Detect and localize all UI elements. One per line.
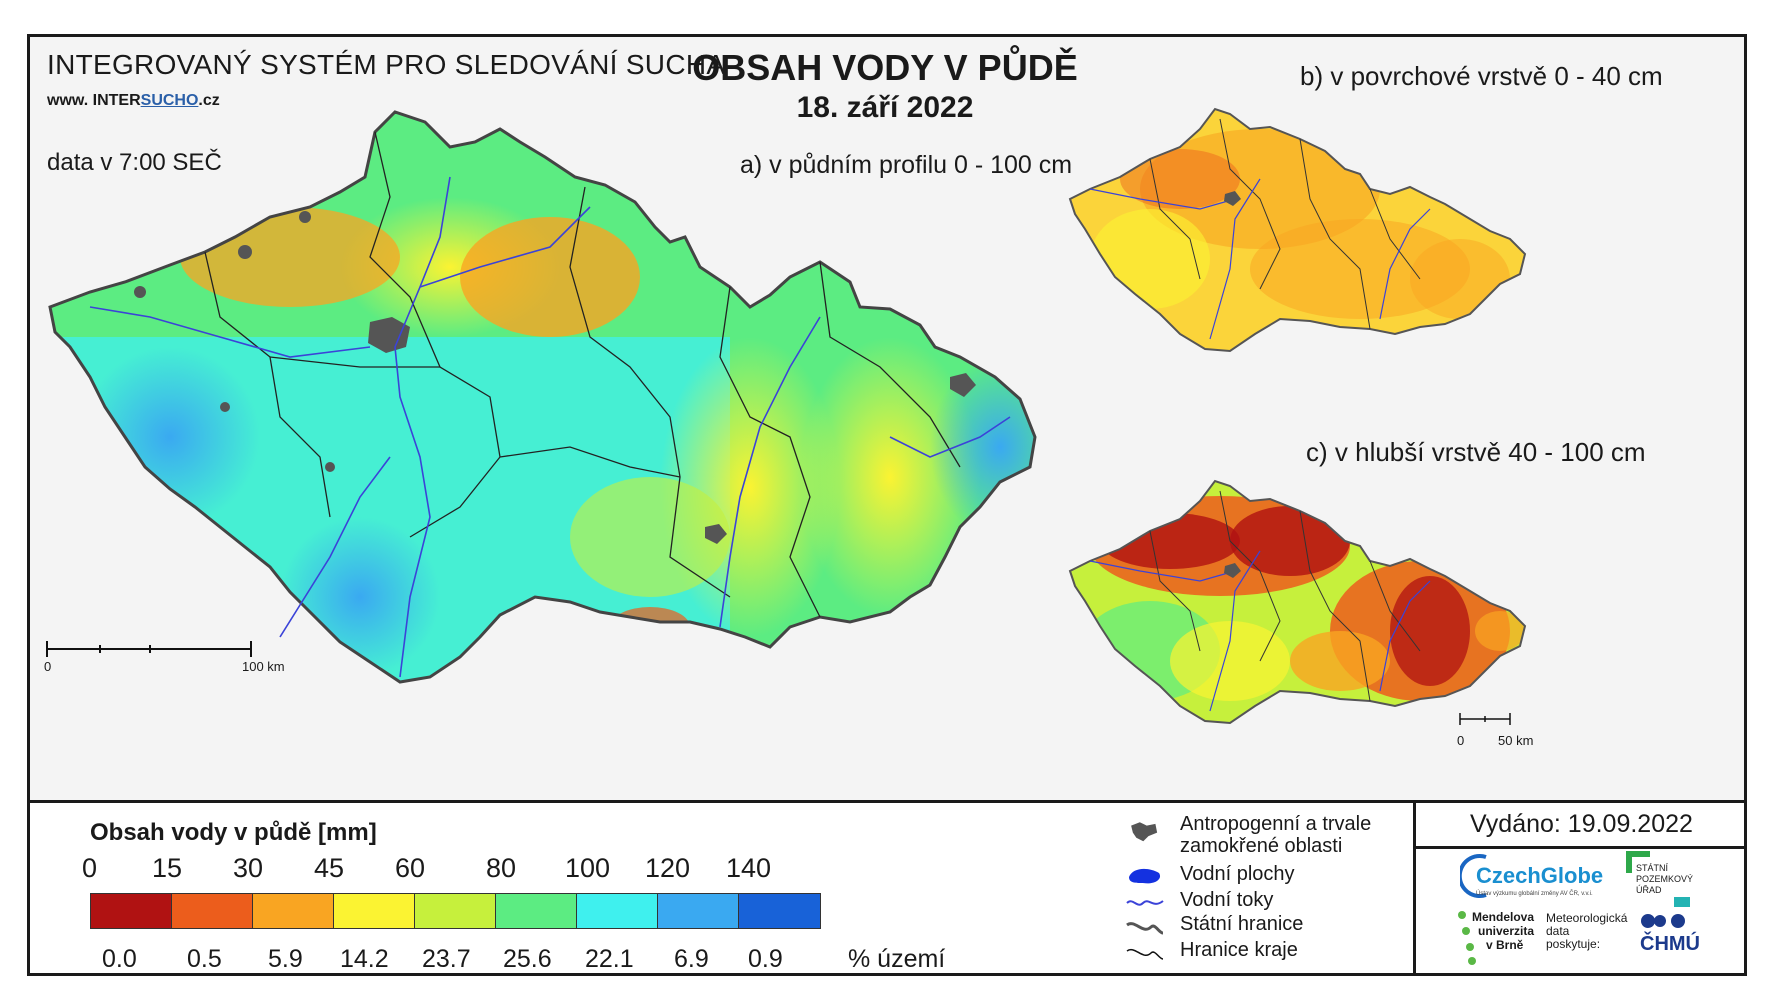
legend-threshold: 15 <box>152 853 183 883</box>
legend-threshold: 60 <box>395 853 426 883</box>
mendel-logo-line2: univerzita <box>1478 924 1535 938</box>
legend-swatch <box>91 894 172 928</box>
website-underline: SUCHO <box>140 92 199 109</box>
meteo-data-line3: poskytuje: <box>1546 937 1601 951</box>
spu-logo-line3: ÚŘAD <box>1636 885 1662 895</box>
legend-swatch <box>658 894 739 928</box>
legend-swatch <box>334 894 415 928</box>
scale-main-start: 0 <box>44 659 52 674</box>
legend-threshold: 120 <box>645 853 691 883</box>
main-date: 18. září 2022 <box>796 91 974 124</box>
legend-percentage: 22.1 <box>585 945 634 973</box>
map-sheet: INTEGROVANÝ SYSTÉM PRO SLEDOVÁNÍ SUCHA w… <box>27 34 1747 976</box>
scale-small-end: 50 km <box>1498 733 1534 748</box>
scale-main-end: 100 km <box>242 659 285 674</box>
legend-percentage: 0.9 <box>748 945 783 973</box>
state-border-icon <box>1126 922 1164 935</box>
issued-box: Vydáno: 19.09.2022 CzechGlobe Ústav výzk… <box>1413 803 1747 973</box>
map-a-full-profile <box>46 110 1037 684</box>
legend-percentage: 14.2 <box>340 945 389 973</box>
mendel-logo-icon <box>1458 911 1476 965</box>
map-b-surface-layer <box>1068 107 1527 353</box>
legend-title: Obsah vody v půdě [mm] <box>90 819 377 846</box>
region-border-icon <box>1126 948 1164 960</box>
scale-bar-main <box>46 641 252 657</box>
map-b-title: b) v povrchové vrstvě 0 - 40 cm <box>1300 61 1663 91</box>
spu-logo-line2: POZEMKOVÝ <box>1636 874 1694 884</box>
scale-bar-small <box>1459 713 1511 725</box>
legend-percentage: 23.7 <box>422 945 471 973</box>
legend-swatch <box>496 894 577 928</box>
meteo-data-line1: Meteorologická <box>1546 911 1628 925</box>
website-prefix: www. INTER <box>47 92 141 109</box>
mendel-logo-line1: Mendelova <box>1472 910 1535 924</box>
water-bodies-label: Vodní plochy <box>1180 863 1295 885</box>
region-border-label: Hranice kraje <box>1180 939 1298 961</box>
issued-date: Vydáno: 19.09.2022 <box>1416 803 1747 849</box>
legend-swatch <box>577 894 658 928</box>
legend-swatch <box>253 894 334 928</box>
scale-small-start: 0 <box>1457 733 1465 748</box>
legend-threshold: 80 <box>486 853 517 883</box>
legend-percentage: 5.9 <box>268 945 303 973</box>
legend-panel: Obsah vody v půdě [mm] 0 15 30 45 60 80 … <box>30 800 1747 973</box>
legend-percentage: 6.9 <box>674 945 709 973</box>
anthropogenic-label-2: zamokřené oblasti <box>1180 835 1343 857</box>
legend-threshold: 30 <box>233 853 264 883</box>
czechglobe-logo[interactable]: CzechGlobe <box>1476 863 1604 888</box>
spu-logo-icon <box>1626 851 1632 873</box>
state-border-label: Státní hranice <box>1180 913 1304 935</box>
chmu-logo[interactable]: ČHMÚ <box>1640 933 1700 955</box>
anthropogenic-label-1: Antropogenní a trvale <box>1180 813 1372 835</box>
map-area: INTEGROVANÝ SYSTÉM PRO SLEDOVÁNÍ SUCHA w… <box>30 37 1744 800</box>
streams-label: Vodní toky <box>1180 889 1274 911</box>
spu-logo-square <box>1674 897 1690 907</box>
chmu-logo-icon <box>1641 914 1685 928</box>
map-c-title: c) v hlubší vrstvě 40 - 100 cm <box>1306 437 1646 467</box>
map-c-deep-layer <box>1068 479 1527 725</box>
legend-swatch <box>172 894 253 928</box>
map-a-title: a) v půdním profilu 0 - 100 cm <box>740 151 1073 179</box>
water-body-icon <box>1129 868 1161 884</box>
legend-swatch <box>415 894 496 928</box>
anthropogenic-area-icon <box>1131 822 1158 842</box>
legend-threshold: 100 <box>565 853 611 883</box>
system-title: INTEGROVANÝ SYSTÉM PRO SLEDOVÁNÍ SUCHA <box>47 49 726 80</box>
data-time-label: data v 7:00 SEČ <box>47 149 222 176</box>
website-link[interactable]: www. INTERSUCHO.cz <box>47 92 220 110</box>
legend-percentage: 0.5 <box>187 945 222 973</box>
legend-percent-unit: % území <box>848 945 946 973</box>
meteo-data-line2: data <box>1546 924 1570 938</box>
spu-logo-bar <box>1626 851 1650 857</box>
czechglobe-logo-icon <box>1460 854 1487 898</box>
legend-threshold: 45 <box>314 853 345 883</box>
legend-colorbar <box>90 893 821 929</box>
legend-swatch <box>739 894 820 928</box>
legend-threshold: 0 <box>82 853 98 883</box>
legend-percentage: 25.6 <box>503 945 552 973</box>
mendel-logo-line3: v Brně <box>1486 938 1524 952</box>
czechglobe-subtitle: Ústav výzkumu globální změny AV ČR, v.v.… <box>1476 891 1593 897</box>
spu-logo-line1: STÁTNÍ <box>1636 863 1669 873</box>
website-suffix: .cz <box>198 92 220 109</box>
stream-icon <box>1126 900 1164 906</box>
legend-threshold: 140 <box>726 853 772 883</box>
main-title: OBSAH VODY V PŮDĚ <box>692 47 1078 88</box>
legend-percentage: 0.0 <box>102 945 137 973</box>
